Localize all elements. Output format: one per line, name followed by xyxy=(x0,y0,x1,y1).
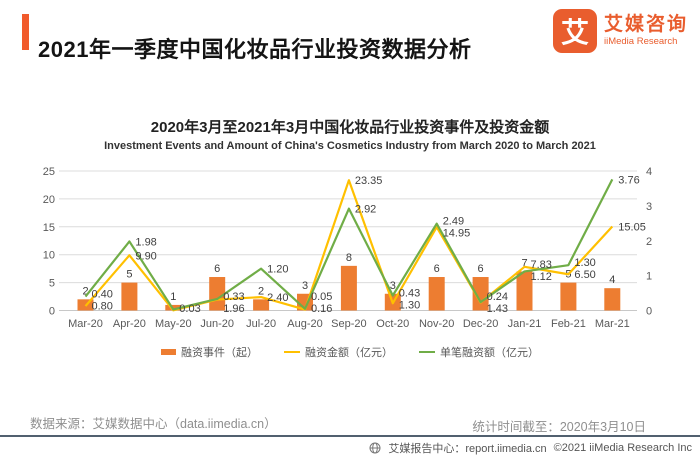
bar-Sep-20 xyxy=(340,265,357,311)
right-axis-tick-label: 2 xyxy=(646,236,652,248)
right-axis-tick-label: 4 xyxy=(646,166,652,178)
legend-amount-line-swatch xyxy=(284,350,300,354)
amount-value-label: 15.05 xyxy=(618,222,646,234)
amount-value-label: 6.50 xyxy=(574,269,595,281)
left-axis-tick-label: 10 xyxy=(43,250,55,262)
x-axis-category-label: Mar-20 xyxy=(68,318,103,330)
right-axis-tick-label: 3 xyxy=(646,201,652,213)
x-axis-category-label: Mar-21 xyxy=(595,318,630,330)
per-deal-value-label: 2.49 xyxy=(443,216,464,228)
amount-value-label: 7.83 xyxy=(531,259,552,271)
bar-Nov-20 xyxy=(428,277,445,311)
bar-value-label: 1 xyxy=(170,291,176,303)
x-axis-category-label: Aug-20 xyxy=(287,318,322,330)
amount-value-label: 1.30 xyxy=(399,300,420,312)
per-deal-value-label: 1.20 xyxy=(267,264,288,276)
bar-Mar-21 xyxy=(604,288,621,311)
amount-value-label: 14.95 xyxy=(443,228,471,240)
per-deal-value-label: 0.33 xyxy=(223,291,244,303)
bar-value-label: 6 xyxy=(434,263,440,275)
chart-legend: 融资事件（起） 融资金额（亿元） 单笔融资额（亿元） xyxy=(0,344,700,360)
bar-value-label: 6 xyxy=(478,263,484,275)
bar-value-label: 5 xyxy=(126,269,132,281)
title-accent-bar xyxy=(22,14,29,50)
x-axis-category-label: Nov-20 xyxy=(419,318,454,330)
left-axis-tick-label: 20 xyxy=(43,194,55,206)
amount-value-label: 1.96 xyxy=(223,303,244,315)
x-axis-category-label: Feb-21 xyxy=(551,318,586,330)
page-title: 2021年一季度中国化妆品行业投资数据分析 xyxy=(38,36,472,62)
x-axis-category-label: Apr-20 xyxy=(113,318,146,330)
x-axis-category-label: Jun-20 xyxy=(200,318,234,330)
bar-value-label: 3 xyxy=(390,280,396,292)
amount-value-label: 2.40 xyxy=(267,292,288,304)
right-axis-tick-label: 1 xyxy=(646,271,652,283)
chart-subtitle: Investment Events and Amount of China's … xyxy=(104,140,596,152)
x-axis-category-label: Dec-20 xyxy=(463,318,498,330)
chart-title: 2020年3月至2021年3月中国化妆品行业投资事件及投资金额 xyxy=(150,119,550,136)
bar-value-label: 6 xyxy=(214,263,220,275)
legend-item-per-deal: 单笔融资额（亿元） xyxy=(419,344,539,360)
x-axis-category-label: Oct-20 xyxy=(376,318,409,330)
bar-value-label: 2 xyxy=(258,285,264,297)
amount-value-label: 23.35 xyxy=(355,175,383,187)
per-deal-value-label: 0.43 xyxy=(399,288,420,300)
x-axis-category-label: Jan-21 xyxy=(508,318,542,330)
bar-Jan-21 xyxy=(516,271,533,311)
x-axis-category-label: Jul-20 xyxy=(246,318,276,330)
per-deal-value-label: 0.05 xyxy=(311,291,332,303)
logo-name-cn: 艾媒咨询 xyxy=(603,14,688,36)
bar-Apr-20 xyxy=(121,282,138,311)
left-axis-tick-label: 15 xyxy=(43,222,55,234)
bar-value-label: 3 xyxy=(302,280,308,292)
per-deal-value-label: 0.40 xyxy=(92,289,113,301)
amount-value-label: 0.03 xyxy=(179,303,200,315)
legend-label: 单笔融资额（亿元） xyxy=(440,347,539,359)
per-deal-value-label: 1.30 xyxy=(574,257,595,269)
stat-deadline-note: 统计时间截至：2020年3月10日 xyxy=(472,420,646,434)
logo-name-en: iiMedia Research xyxy=(603,35,678,47)
chart-canvas: 0 5 10 15 20 25 0 1 2 3 4 Mar-20 Apr-20 May-20 Jun-20 J… xyxy=(30,160,690,340)
per-deal-value-label: 0.24 xyxy=(487,291,508,303)
legend-per-deal-line-swatch xyxy=(419,350,435,354)
bar-Dec-20 xyxy=(472,277,489,311)
per-deal-value-label: 2.92 xyxy=(355,204,376,216)
legend-label: 融资事件（起） xyxy=(181,347,258,359)
legend-label: 融资金额（亿元） xyxy=(305,347,393,359)
legend-item-events: 融资事件（起） xyxy=(161,344,258,360)
left-axis-tick-label: 5 xyxy=(49,278,55,290)
bar-value-label: 8 xyxy=(346,252,352,264)
amount-value-label: 1.43 xyxy=(487,303,508,315)
bar-Feb-21 xyxy=(560,282,577,311)
per-deal-value-label: 3.76 xyxy=(618,174,639,186)
bar-Jul-20 xyxy=(253,299,270,311)
amount-value-label: 0.16 xyxy=(311,303,332,315)
left-axis-tick-label: 25 xyxy=(43,166,55,178)
footer-divider xyxy=(0,435,700,437)
bar-value-label: 7 xyxy=(521,257,527,269)
x-axis-category-label: Sep-20 xyxy=(331,318,366,330)
per-deal-line xyxy=(84,178,614,311)
iimedia-logo: 艾 艾媒咨询 iiMedia Research xyxy=(552,9,688,53)
legend-bar-swatch xyxy=(161,349,176,355)
footer-bar: 艾媒报告中心：report.iimedia.cn ©2021 iiMedia R… xyxy=(369,440,692,456)
bar-Jun-20 xyxy=(209,277,226,311)
bar-value-label: 4 xyxy=(609,274,615,286)
globe-icon xyxy=(369,442,381,454)
x-axis-category-label: May-20 xyxy=(155,318,192,330)
amount-value-label: 9.90 xyxy=(135,250,156,262)
iimedia-logo-icon: 艾 xyxy=(552,9,597,53)
bar-value-label: 2 xyxy=(82,285,88,297)
logo-text: 艾媒咨询 iiMedia Research xyxy=(604,15,688,47)
legend-item-amount: 融资金额（亿元） xyxy=(284,344,393,360)
left-axis-tick-label: 0 xyxy=(49,306,55,318)
per-deal-value-label: 1.12 xyxy=(531,271,552,283)
right-axis-tick-label: 0 xyxy=(646,306,652,318)
copyright-text: ©2021 iiMedia Research Inc xyxy=(553,442,692,454)
data-source-note: 数据来源：艾媒数据中心（data.iimedia.cn） xyxy=(30,417,277,431)
report-center-link: 艾媒报告中心：report.iimedia.cn xyxy=(388,443,547,455)
per-deal-value-label: 1.98 xyxy=(135,236,156,248)
amount-value-label: 0.80 xyxy=(92,301,113,313)
